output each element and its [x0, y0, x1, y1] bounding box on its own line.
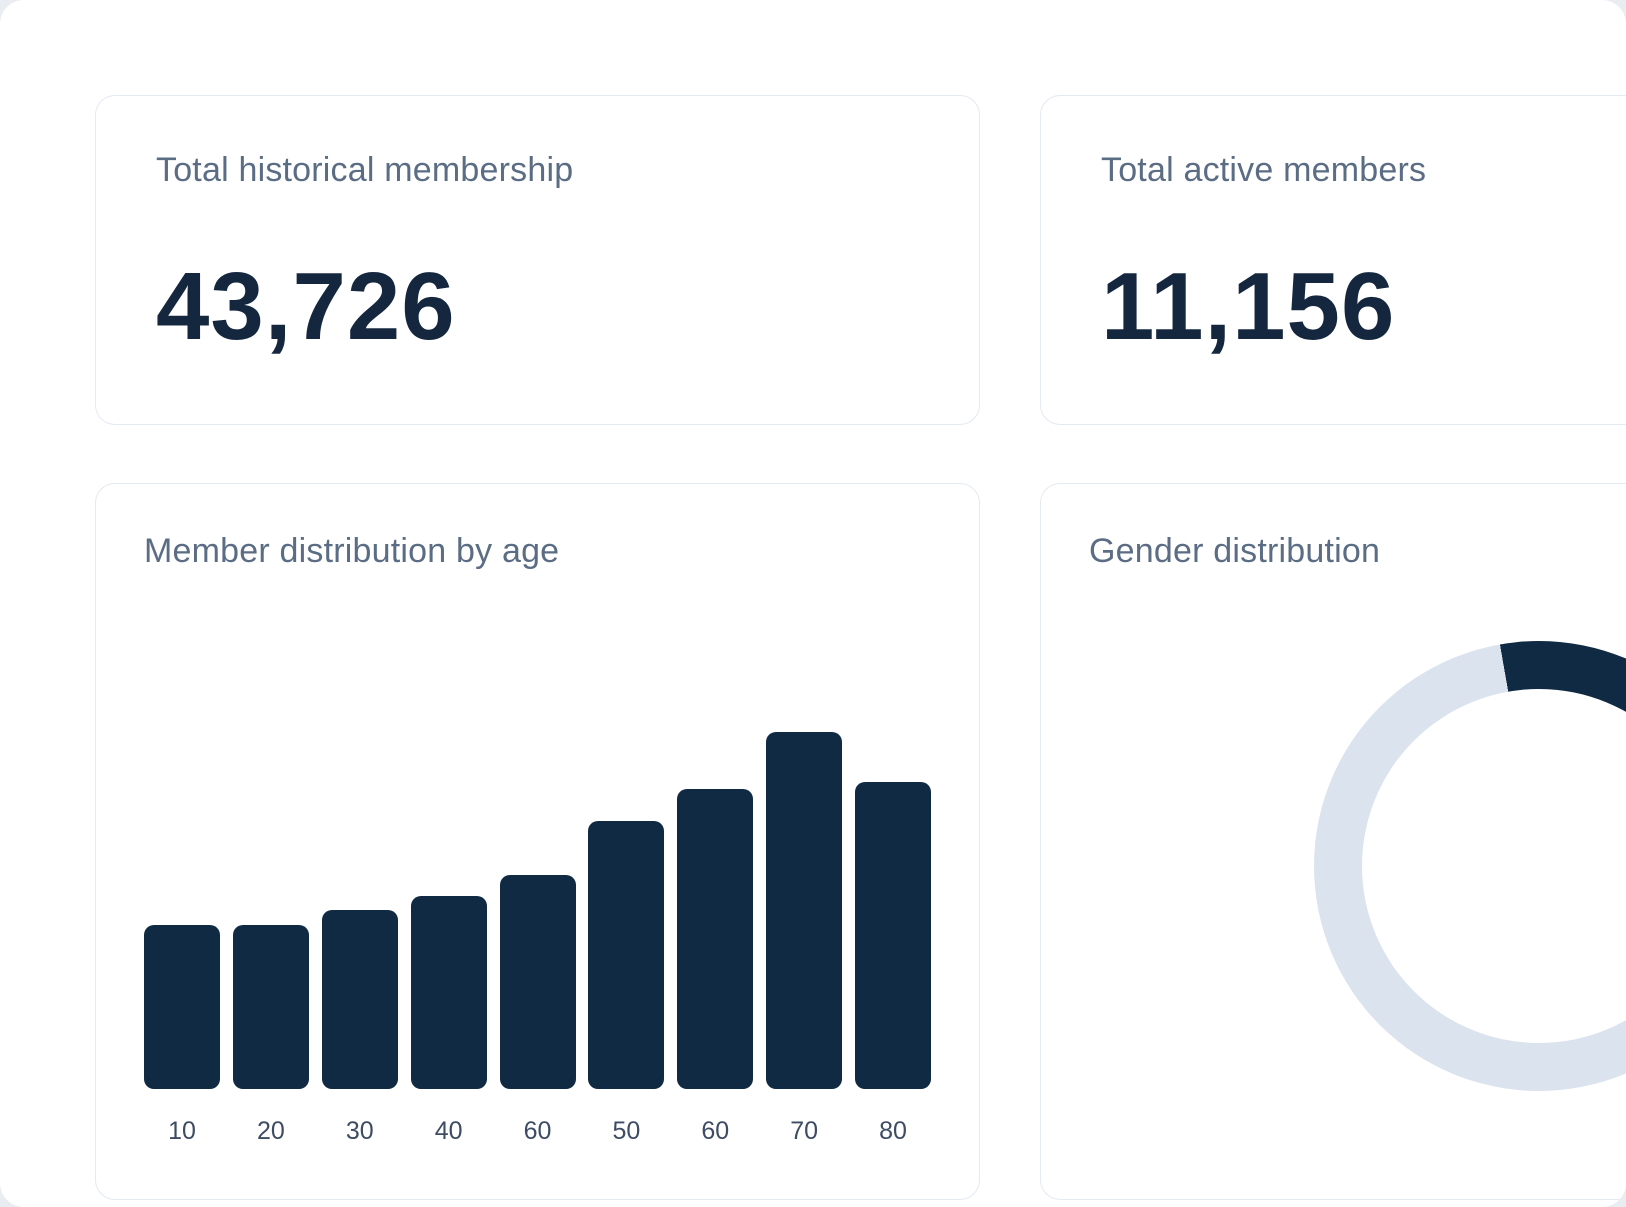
- card-title: Total historical membership: [156, 151, 574, 189]
- age-bar-label-6: 60: [701, 1117, 730, 1145]
- age-bar-50-5: [588, 821, 665, 1089]
- age-bar-label-4: 60: [523, 1117, 552, 1145]
- card-total-historical-membership: Total historical membership 43,726: [95, 95, 980, 425]
- age-bar-20-1: [232, 925, 309, 1089]
- age-bar-chart-bars: [144, 732, 931, 1089]
- age-bar-label-8: 80: [879, 1117, 907, 1145]
- card-title: Gender distribution: [1089, 532, 1381, 570]
- age-bar-label-7: 70: [790, 1117, 819, 1145]
- age-bar-label-1: 20: [256, 1117, 285, 1145]
- age-bar-chart: 10 20 30 40 60 50 60 70 80: [144, 732, 931, 1146]
- gender-donut-chart: [1314, 641, 1626, 1091]
- age-bar-80-8: [855, 782, 931, 1089]
- age-bar-70-7: [766, 732, 843, 1089]
- age-bar-label-2: 30: [345, 1117, 374, 1145]
- age-bar-label-3: 40: [434, 1117, 463, 1145]
- stat-value-historical-membership: 43,726: [156, 253, 456, 360]
- card-title: Member distribution by age: [144, 532, 560, 570]
- age-bar-60-6: [677, 789, 754, 1089]
- age-bar-label-0: 10: [168, 1117, 196, 1145]
- gender-donut-hole: [1362, 689, 1626, 1043]
- age-bar-40-3: [410, 896, 487, 1089]
- card-total-active-members: Total active members 11,156: [1040, 95, 1626, 425]
- age-bar-10-0: [144, 925, 220, 1089]
- age-bar-60-4: [499, 875, 576, 1089]
- age-bar-30-2: [321, 910, 398, 1089]
- card-gender-distribution: Gender distribution: [1040, 483, 1626, 1200]
- stat-value-active-members: 11,156: [1101, 253, 1396, 360]
- age-bar-chart-labels: 10 20 30 40 60 50 60 70 80: [144, 1117, 931, 1146]
- card-title: Total active members: [1101, 151, 1427, 189]
- card-member-distribution-by-age: Member distribution by age 10 20 30 40 60 50 6…: [95, 483, 980, 1200]
- age-bar-label-5: 50: [612, 1117, 641, 1145]
